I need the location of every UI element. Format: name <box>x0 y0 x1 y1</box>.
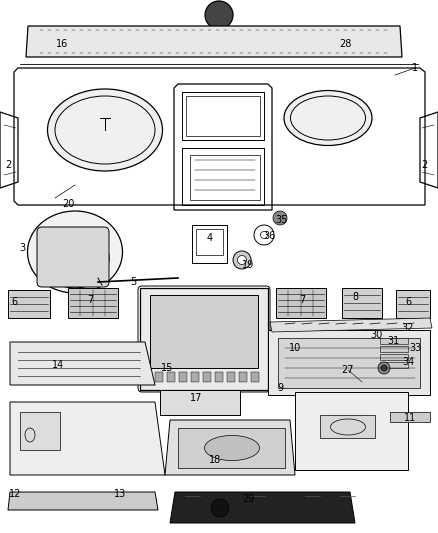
Polygon shape <box>278 338 420 388</box>
Text: 20: 20 <box>62 199 74 209</box>
Text: 28: 28 <box>339 39 351 49</box>
Polygon shape <box>140 288 268 390</box>
Polygon shape <box>165 420 295 475</box>
Polygon shape <box>251 372 259 382</box>
Polygon shape <box>68 288 118 318</box>
Ellipse shape <box>28 211 123 293</box>
Polygon shape <box>380 338 408 344</box>
Text: 33: 33 <box>409 343 421 353</box>
Text: 13: 13 <box>114 489 126 499</box>
Text: 36: 36 <box>263 231 275 241</box>
Polygon shape <box>380 354 408 360</box>
Polygon shape <box>26 26 402 57</box>
Polygon shape <box>160 390 240 415</box>
Ellipse shape <box>284 91 372 146</box>
Polygon shape <box>227 372 235 382</box>
Polygon shape <box>390 412 430 422</box>
Text: 31: 31 <box>387 336 399 346</box>
Polygon shape <box>20 412 60 450</box>
Polygon shape <box>320 415 375 438</box>
Text: 3: 3 <box>19 243 25 253</box>
Text: 12: 12 <box>9 489 21 499</box>
Text: 1: 1 <box>412 63 418 73</box>
Text: 27: 27 <box>342 365 354 375</box>
Polygon shape <box>178 428 285 468</box>
Text: 16: 16 <box>56 39 68 49</box>
Ellipse shape <box>381 365 387 371</box>
Text: 8: 8 <box>352 292 358 302</box>
Text: 29: 29 <box>242 494 254 504</box>
Text: 30: 30 <box>370 330 382 340</box>
Text: 2: 2 <box>421 160 427 170</box>
Text: 6: 6 <box>405 297 411 307</box>
Polygon shape <box>170 492 355 523</box>
Ellipse shape <box>41 228 109 288</box>
Circle shape <box>205 1 233 29</box>
Polygon shape <box>380 362 408 368</box>
Text: 9: 9 <box>277 383 283 393</box>
Text: 7: 7 <box>299 295 305 305</box>
Text: 11: 11 <box>404 413 416 423</box>
Polygon shape <box>396 290 430 318</box>
Polygon shape <box>191 372 199 382</box>
Polygon shape <box>155 372 163 382</box>
Ellipse shape <box>378 362 390 374</box>
Polygon shape <box>276 288 326 318</box>
Polygon shape <box>380 346 408 352</box>
Text: 10: 10 <box>289 343 301 353</box>
Polygon shape <box>268 330 430 395</box>
Ellipse shape <box>47 89 162 171</box>
Text: 18: 18 <box>209 455 221 465</box>
Text: 6: 6 <box>11 297 17 307</box>
Ellipse shape <box>205 435 259 461</box>
Text: 4: 4 <box>207 233 213 243</box>
Polygon shape <box>342 288 382 318</box>
Ellipse shape <box>237 255 247 264</box>
Polygon shape <box>179 372 187 382</box>
Text: 7: 7 <box>87 295 93 305</box>
Polygon shape <box>8 492 158 510</box>
Text: 14: 14 <box>52 360 64 370</box>
Polygon shape <box>150 295 258 368</box>
Text: 35: 35 <box>276 215 288 225</box>
Polygon shape <box>203 372 211 382</box>
Polygon shape <box>295 392 408 470</box>
Text: 17: 17 <box>190 393 202 403</box>
Text: 32: 32 <box>402 323 414 333</box>
FancyBboxPatch shape <box>37 227 109 287</box>
Polygon shape <box>8 290 50 318</box>
Ellipse shape <box>233 251 251 269</box>
Ellipse shape <box>273 211 287 225</box>
Polygon shape <box>10 402 165 475</box>
Ellipse shape <box>211 499 229 517</box>
Polygon shape <box>10 342 155 385</box>
Text: 2: 2 <box>5 160 11 170</box>
Text: 34: 34 <box>402 357 414 367</box>
Polygon shape <box>215 372 223 382</box>
Text: 15: 15 <box>161 363 173 373</box>
Polygon shape <box>167 372 175 382</box>
Text: 5: 5 <box>130 277 136 287</box>
Text: 19: 19 <box>242 260 254 270</box>
Polygon shape <box>270 318 432 332</box>
Polygon shape <box>239 372 247 382</box>
